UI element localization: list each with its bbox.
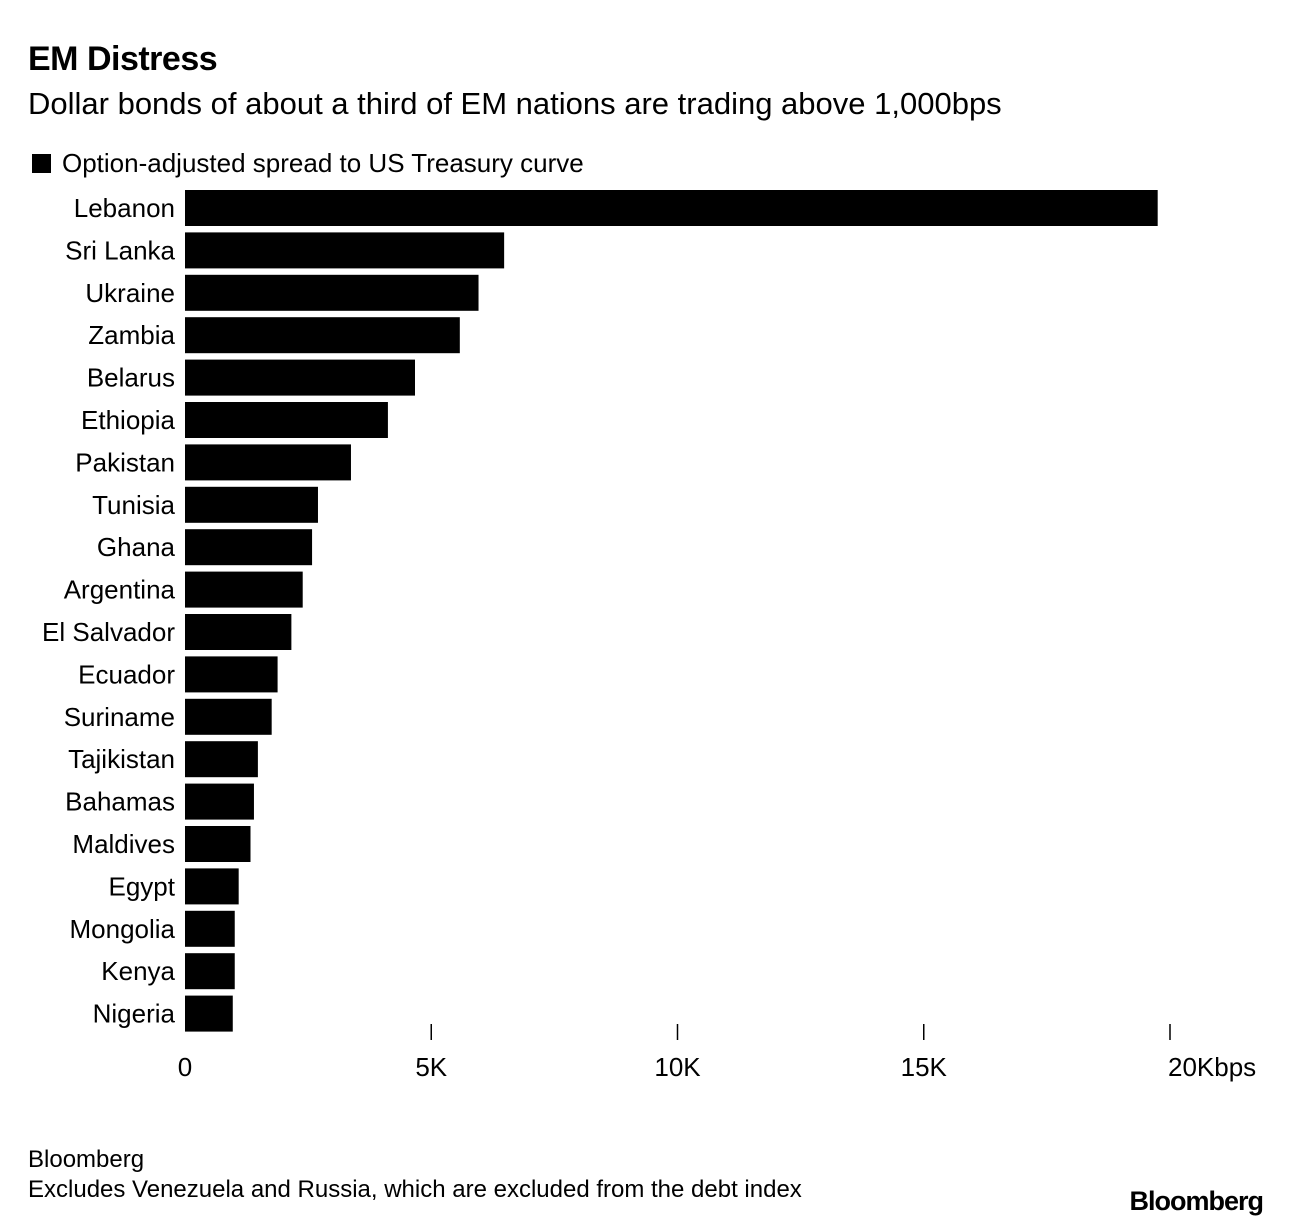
x-tick-label: 15K [901, 1052, 948, 1082]
legend-label: Option-adjusted spread to US Treasury cu… [62, 148, 584, 178]
category-label: Nigeria [93, 999, 176, 1029]
category-label: Maldives [72, 829, 175, 859]
category-label: Bahamas [65, 787, 175, 817]
chart-title: EM Distress [28, 40, 218, 78]
bar-belarus [185, 359, 415, 396]
category-label: Lebanon [74, 193, 175, 223]
x-tick-label: 20Kbps [1168, 1052, 1256, 1082]
legend-swatch [32, 154, 51, 173]
bar-el-salvador [185, 614, 292, 650]
bar-ghana [185, 529, 313, 566]
bar-sri-lanka [185, 232, 505, 269]
bar-tunisia [185, 486, 318, 523]
category-label: Tunisia [92, 490, 175, 520]
bar-nigeria [185, 995, 233, 1032]
bar-ecuador [185, 656, 278, 693]
category-label: Tajikistan [68, 744, 175, 774]
bar-egypt [185, 868, 239, 905]
category-label: Egypt [109, 871, 176, 901]
chart-subtitle: Dollar bonds of about a third of EM nati… [28, 86, 1002, 121]
category-label: Ethiopia [81, 405, 175, 435]
category-label: Ecuador [78, 659, 175, 689]
category-label: Ghana [97, 532, 176, 562]
x-tick-label: 0 [178, 1052, 192, 1082]
footnote: Excludes Venezuela and Russia, which are… [28, 1176, 802, 1203]
category-label: Suriname [64, 702, 175, 732]
bar-maldives [185, 826, 251, 862]
category-label: El Salvador [42, 617, 175, 647]
category-label: Kenya [101, 956, 175, 986]
x-tick-label: 5K [415, 1052, 447, 1082]
bar-tajikistan [185, 741, 258, 778]
bar-pakistan [185, 444, 351, 481]
category-label: Ukraine [85, 278, 175, 308]
bar-chart: Lebanon Sri Lanka Ukraine Zambia Belarus Ethi… [42, 190, 1256, 1082]
bar-zambia [185, 317, 460, 354]
bar-ukraine [185, 274, 479, 311]
category-label: Sri Lanka [65, 235, 175, 265]
bar-argentina [185, 571, 303, 608]
bar-lebanon [185, 190, 1158, 226]
legend: Option-adjusted spread to US Treasury cu… [32, 148, 584, 179]
category-label: Mongolia [69, 914, 175, 944]
source-text: Bloomberg [28, 1146, 145, 1173]
category-label: Argentina [64, 575, 176, 605]
bar-suriname [185, 698, 272, 735]
category-label: Pakistan [75, 447, 175, 477]
bloomberg-logo: Bloomberg [1129, 1186, 1264, 1216]
category-label: Belarus [87, 363, 175, 393]
bar-kenya [185, 953, 235, 990]
bar-ethiopia [185, 402, 388, 438]
x-tick-label: 10K [654, 1052, 701, 1082]
bar-bahamas [185, 783, 254, 820]
bar-mongolia [185, 910, 235, 947]
category-label: Zambia [88, 320, 175, 350]
